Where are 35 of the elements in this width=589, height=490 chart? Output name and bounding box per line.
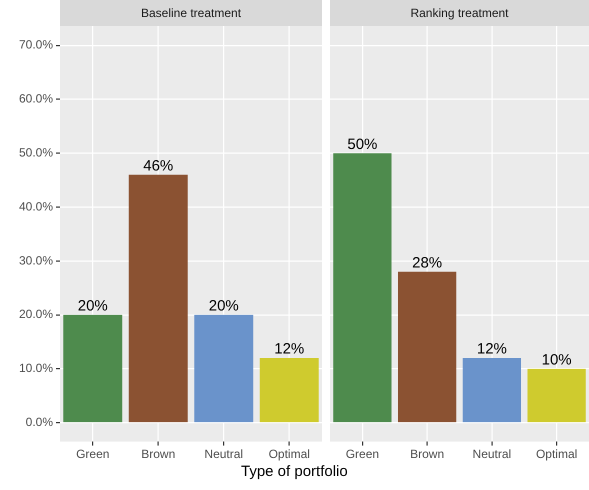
x-axis-title: Type of portfolio bbox=[241, 463, 348, 480]
data-label: 12% bbox=[476, 340, 507, 358]
y-tick-label: 20.0% bbox=[18, 307, 54, 322]
x-tick-label: Optimal bbox=[536, 447, 578, 462]
data-label: 20% bbox=[208, 298, 239, 315]
bar bbox=[194, 314, 254, 422]
y-tick-label: 60.0% bbox=[18, 92, 54, 106]
chart-title: Ranking treatment bbox=[330, 0, 589, 26]
bar bbox=[260, 358, 319, 422]
y-tick-label: 10.0% bbox=[18, 361, 54, 376]
x-tick-label: Brown bbox=[410, 447, 444, 462]
data-label: 12% bbox=[274, 340, 304, 358]
y-tick-label: 0.0% bbox=[26, 415, 54, 430]
bar bbox=[333, 153, 392, 422]
x-tick-label: Green bbox=[76, 447, 110, 462]
chart-title: Baseline treatment bbox=[60, 0, 322, 26]
bar bbox=[398, 272, 456, 422]
x-tick-label: Optimal bbox=[268, 447, 310, 462]
bar bbox=[527, 368, 586, 422]
x-tick-label: Green bbox=[346, 447, 380, 462]
x-tick-label: Neutral bbox=[204, 447, 244, 462]
data-label: 10% bbox=[542, 351, 572, 368]
y-tick-label: 40.0% bbox=[18, 199, 54, 214]
data-label: 46% bbox=[143, 157, 174, 174]
x-tick-label: Neutral bbox=[472, 447, 512, 462]
data-label: 20% bbox=[78, 298, 108, 315]
data-label: 50% bbox=[347, 136, 378, 153]
bar bbox=[63, 314, 122, 422]
y-tick-label: 50.0% bbox=[18, 146, 54, 160]
y-tick-label: 70.0% bbox=[18, 38, 54, 52]
bar bbox=[462, 358, 522, 422]
bar bbox=[128, 174, 188, 422]
data-label: 28% bbox=[412, 254, 442, 272]
y-tick-label: 30.0% bbox=[18, 253, 54, 268]
x-tick-label: Brown bbox=[141, 447, 176, 462]
